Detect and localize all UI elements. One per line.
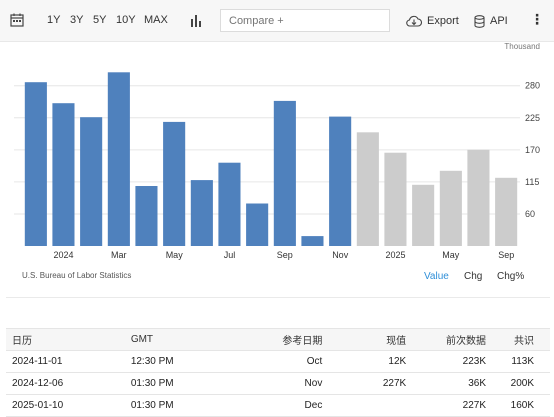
bar[interactable] [246,203,269,247]
forecast-bar[interactable] [439,170,462,246]
range-5y-button[interactable]: 5Y [93,14,107,26]
bar[interactable] [273,100,296,247]
y-tick-label: 225 [525,113,540,123]
bar[interactable] [24,82,47,246]
forecast-bar[interactable] [384,152,407,246]
cell-consensus: 200K [490,372,550,395]
y-tick-label: 170 [525,145,540,155]
cell-date: 2025-01-10 [6,394,101,417]
range-1y-button[interactable]: 1Y [47,14,61,26]
calendar-icon[interactable] [10,13,24,27]
header-actual: 现值 [330,328,411,351]
toggle-value[interactable]: Value [424,271,449,282]
cell-reference: Nov [230,372,331,395]
x-tick-label: May [442,250,460,260]
header-reference: 参考日期 [230,328,331,351]
bar[interactable] [329,116,352,246]
header-gmt: GMT [100,328,231,351]
more-options-icon[interactable]: ⋮ [530,11,544,27]
cell-previous: 223K [410,350,491,373]
bar[interactable] [218,162,241,246]
bar[interactable] [190,180,213,246]
y-tick-label: 115 [525,177,539,187]
compare-input[interactable] [220,9,390,32]
chart-toolbar: 1Y 3Y 5Y 10Y MAX Export API ⋮ [0,0,554,42]
unit-label: Thousand [504,42,540,51]
bar[interactable] [135,186,158,246]
cell-time: 01:30 PM [100,394,231,417]
table-row: 2024-12-06 01:30 PM Nov 227K 36K 200K [6,372,550,395]
table-row: 2024-11-01 12:30 PM Oct 12K 223K 113K [6,350,550,373]
cell-time: 12:30 PM [100,350,231,373]
chart-type-icon[interactable] [190,14,202,28]
source-label: U.S. Bureau of Labor Statistics [22,271,132,280]
divider [6,297,550,298]
y-tick-label: 60 [525,209,535,219]
x-tick-label: Sep [498,250,514,260]
cloud-download-icon [406,15,422,27]
header-consensus: 共识 [490,328,550,351]
cell-time: 01:30 PM [100,372,231,395]
x-tick-label: Mar [111,250,127,260]
api-label: API [490,15,508,27]
cell-consensus: 160K [490,394,550,417]
x-tick-label: Sep [277,250,293,260]
bar[interactable] [80,117,103,246]
database-icon [474,14,485,28]
range-10y-button[interactable]: 10Y [116,14,136,26]
range-max-button[interactable]: MAX [144,14,168,26]
cell-reference: Oct [230,350,331,373]
header-previous: 前次数据 [410,328,491,351]
forecast-bar[interactable] [495,177,518,246]
x-tick-label: 2024 [53,250,73,260]
bar-chart: 60 115 170 225 280 2024 Mar May Jul Sep Nov 2025 May… [14,72,540,260]
cell-consensus: 113K [490,350,550,373]
cell-actual: 227K [330,372,411,395]
calendar-table: 日历 GMT 参考日期 现值 前次数据 共识 2024-11-01 12:30 … [6,328,550,417]
export-label: Export [427,15,459,27]
bar[interactable] [52,103,75,246]
export-button[interactable]: Export [406,12,459,30]
toggle-chg-percent[interactable]: Chg% [497,271,525,282]
cell-previous: 36K [410,372,491,395]
forecast-bar[interactable] [467,149,490,246]
bar[interactable] [163,121,186,246]
cell-reference: Dec [230,394,331,417]
cell-actual: 12K [330,350,411,373]
x-tick-label: Jul [224,250,236,260]
x-tick-label: 2025 [385,250,405,260]
cell-date: 2024-12-06 [6,372,101,395]
forecast-bar[interactable] [356,132,379,246]
header-calendar: 日历 [6,328,101,351]
cell-actual [330,394,411,417]
table-row: 2025-01-10 01:30 PM Dec 227K 160K [6,394,550,417]
y-tick-label: 280 [525,81,540,91]
x-tick-label: May [166,250,184,260]
bar[interactable] [107,72,130,246]
x-tick-label: Nov [332,250,349,260]
cell-previous: 227K [410,394,491,417]
range-3y-button[interactable]: 3Y [70,14,84,26]
cell-date: 2024-11-01 [6,350,101,373]
forecast-bar[interactable] [412,184,435,246]
bar[interactable] [301,236,324,246]
api-button[interactable]: API [474,12,508,30]
table-header-row: 日历 GMT 参考日期 现值 前次数据 共识 [6,328,550,351]
toggle-chg[interactable]: Chg [464,271,483,282]
